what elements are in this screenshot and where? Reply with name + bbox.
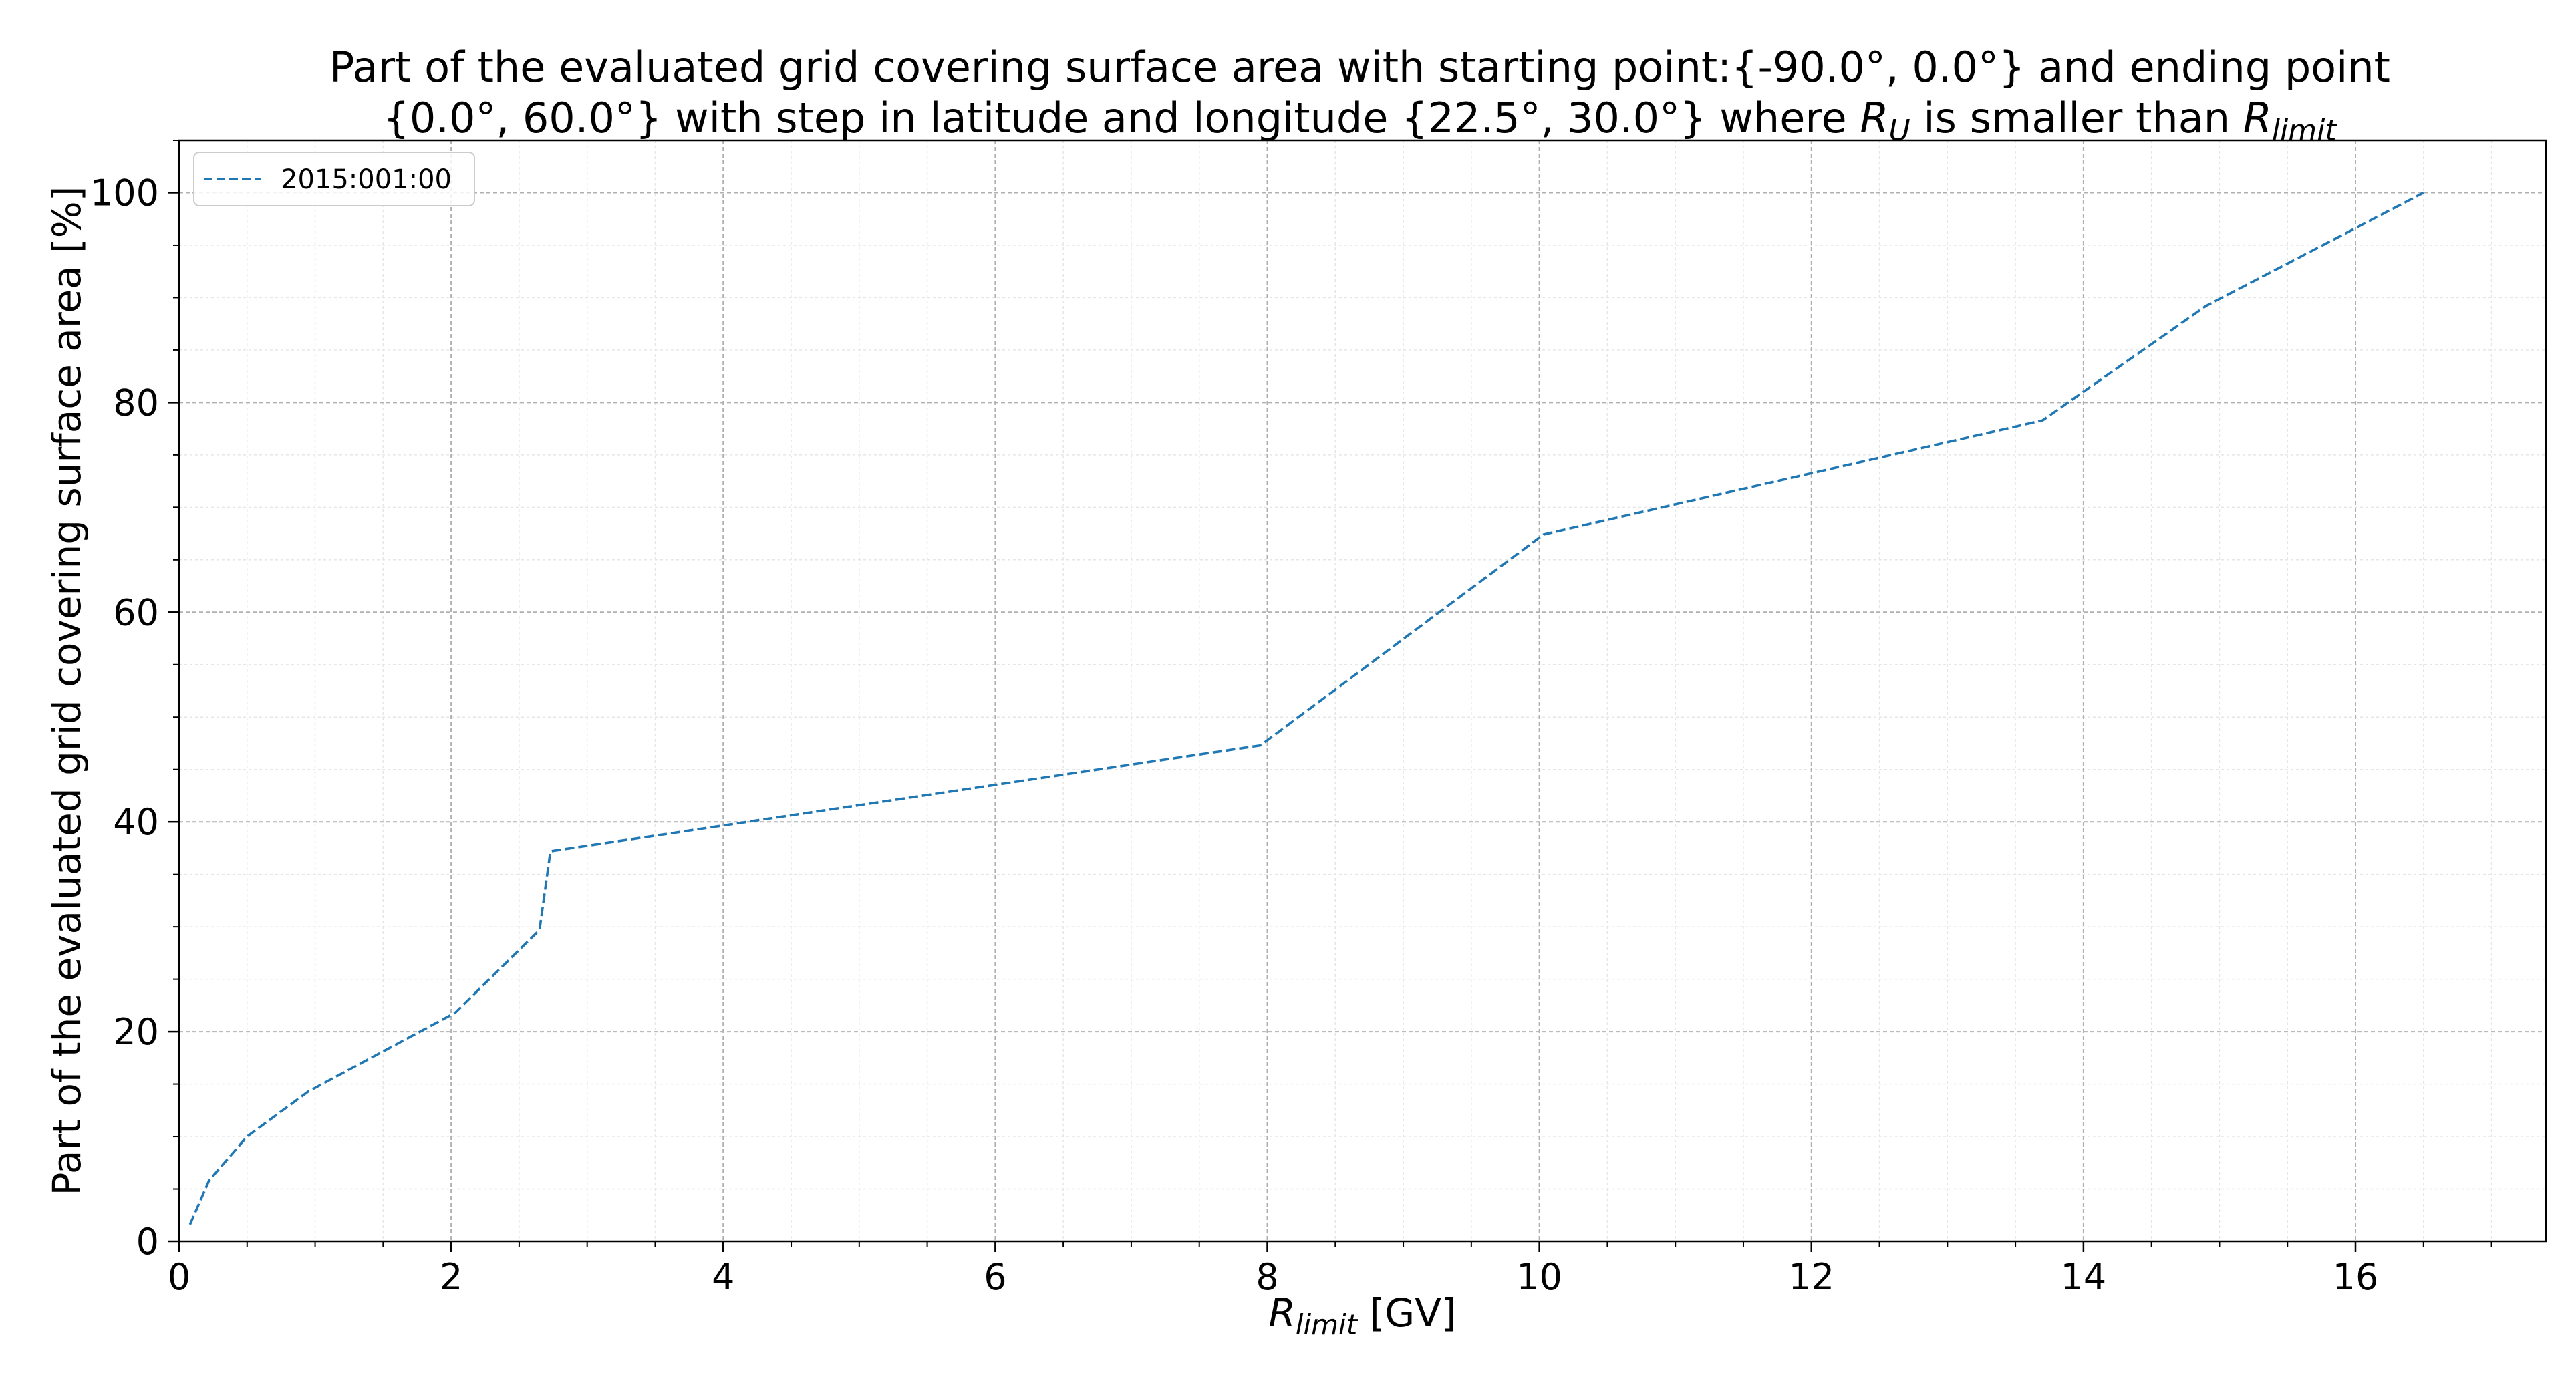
y-tick-label: 60 [113, 591, 159, 633]
x-tick-label: 14 [2061, 1256, 2107, 1298]
y-axis-label: Part of the evaluated grid covering surf… [44, 186, 90, 1196]
x-tick-label: 10 [1516, 1256, 1562, 1298]
chart-title-r-limit-symbol: R [2243, 94, 2272, 142]
x-axis-label-unit: [GV] [1357, 1290, 1456, 1336]
series-layer [188, 191, 2424, 1225]
x-tick-label: 2 [440, 1256, 462, 1298]
minor-grid [179, 140, 2546, 1241]
x-tick-label: 0 [168, 1256, 190, 1298]
x-tick-label: 16 [2333, 1256, 2379, 1298]
legend-label: 2015:001:00 [281, 164, 452, 195]
chart-title-line-2-middle: is smaller than [1910, 94, 2243, 142]
x-axis-label-symbol: R [1268, 1290, 1295, 1336]
y-tick-label: 80 [113, 382, 159, 424]
chart-title-line-1: Part of the evaluated grid covering surf… [329, 43, 2390, 92]
legend-box [193, 152, 475, 206]
y-tick-label: 40 [113, 801, 159, 843]
axis-tick-labels: 0 2 4 6 8 10 12 14 16 0 20 40 60 80 100 [90, 172, 2378, 1298]
legend: 2015:001:00 [193, 152, 475, 206]
x-tick-label: 12 [1788, 1256, 1834, 1298]
x-axis-label: Rlimit [GV] [1268, 1290, 1456, 1341]
axis-ticks [168, 140, 2492, 1252]
chart-title-r-u-symbol: R [1860, 94, 1888, 142]
x-tick-label: 8 [1256, 1256, 1278, 1298]
y-tick-label: 20 [113, 1011, 159, 1053]
plot-frame [178, 139, 2547, 1243]
chart-title-line-2-prefix: {0.0°, 60.0°} with step in latitude and … [383, 94, 1860, 142]
chart-title-line-2: {0.0°, 60.0°} with step in latitude and … [383, 94, 2337, 148]
x-tick-label: 4 [712, 1256, 734, 1298]
x-tick-label: 6 [984, 1256, 1006, 1298]
x-axis-label-subscript: limit [1296, 1308, 1358, 1341]
series-line-0 [188, 191, 2424, 1225]
y-tick-label: 100 [90, 172, 159, 214]
y-tick-label: 0 [136, 1221, 159, 1263]
plot-area [179, 140, 2546, 1241]
